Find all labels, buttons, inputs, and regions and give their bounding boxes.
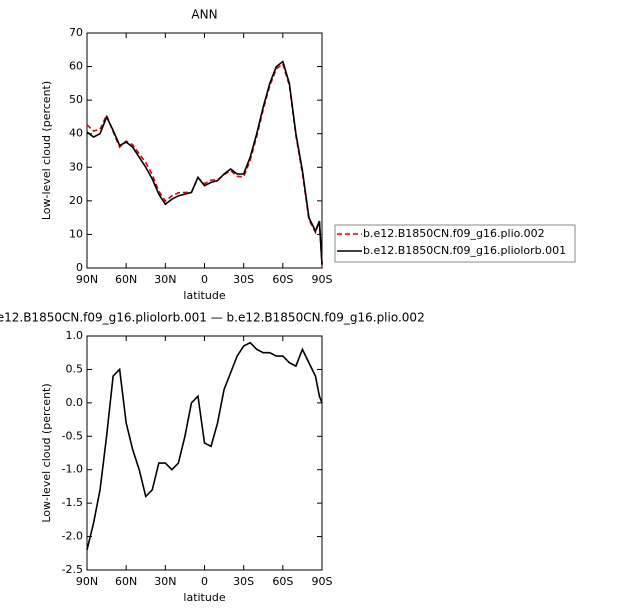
x-tick-label: 90N bbox=[76, 273, 98, 286]
x-tick-label: 30S bbox=[233, 575, 254, 588]
legend-box bbox=[334, 224, 576, 263]
legend-label: b.e12.B1850CN.f09_g16.pliolorb.001 bbox=[363, 244, 566, 257]
x-tick-label: 0 bbox=[201, 273, 208, 286]
y-axis-label: Low-level cloud (percent) bbox=[40, 81, 53, 220]
y-tick-label: 50 bbox=[69, 93, 83, 106]
x-tick-label: 60N bbox=[115, 273, 137, 286]
y-tick-label: -1.5 bbox=[62, 496, 83, 509]
x-tick-label: 60S bbox=[272, 575, 293, 588]
legend: b.e12.B1850CN.f09_g16.plio.002 b.e12.B185… bbox=[334, 224, 576, 263]
x-tick-label: 0 bbox=[201, 575, 208, 588]
y-axis-label: Low-level cloud (percent) bbox=[40, 383, 53, 522]
y-tick-label: 30 bbox=[69, 160, 83, 173]
y-tick-label: 0 bbox=[76, 261, 83, 274]
plot-frame bbox=[86, 32, 323, 269]
series-line bbox=[86, 60, 323, 265]
y-tick-label: -2.0 bbox=[62, 530, 83, 543]
x-tick-label: 90S bbox=[312, 575, 333, 588]
y-tick-label: 1.0 bbox=[66, 329, 84, 342]
y-tick-label: 70 bbox=[69, 26, 83, 39]
legend-label: b.e12.B1850CN.f09_g16.plio.002 bbox=[363, 227, 545, 240]
chart-title: b.e12.B1850CN.f09_g16.pliolorb.001 — b.e… bbox=[0, 311, 425, 325]
series-line bbox=[86, 341, 323, 551]
series-line bbox=[86, 62, 323, 265]
x-axis-label: latitude bbox=[183, 591, 225, 604]
x-tick-label: 90S bbox=[312, 273, 333, 286]
y-tick-label: 60 bbox=[69, 60, 83, 73]
y-tick-label: -1.0 bbox=[62, 463, 83, 476]
chart-title: ANN bbox=[191, 8, 217, 22]
y-tick-label: 0.0 bbox=[66, 396, 84, 409]
y-tick-label: 0.5 bbox=[66, 362, 84, 375]
x-tick-label: 30S bbox=[233, 273, 254, 286]
x-tick-label: 60S bbox=[272, 273, 293, 286]
x-axis-label: latitude bbox=[183, 289, 225, 302]
y-tick-label: -0.5 bbox=[62, 429, 83, 442]
y-tick-label: 40 bbox=[69, 127, 83, 140]
y-tick-label: 20 bbox=[69, 194, 83, 207]
x-tick-label: 90N bbox=[76, 575, 98, 588]
y-tick-label: -2.5 bbox=[62, 563, 83, 576]
plot-frame bbox=[86, 335, 323, 571]
x-tick-label: 60N bbox=[115, 575, 137, 588]
y-tick-label: 10 bbox=[69, 227, 83, 240]
x-tick-label: 30N bbox=[154, 575, 176, 588]
x-tick-label: 30N bbox=[154, 273, 176, 286]
